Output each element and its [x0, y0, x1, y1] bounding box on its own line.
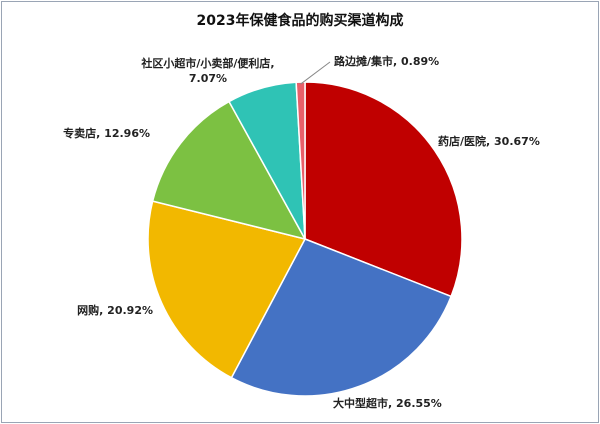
data-label: 社区小超市/小卖部/便利店, 7.07% — [141, 57, 275, 85]
data-label: 网购, 20.92% — [77, 304, 153, 317]
pie-slice — [295, 81, 306, 240]
pie-slice — [304, 81, 463, 298]
data-label: 路边摊/集市, 0.89% — [334, 55, 440, 68]
data-label: 专卖店, 12.96% — [63, 127, 150, 140]
leader-line — [300, 61, 331, 85]
data-label: 药店/医院, 30.67% — [438, 135, 540, 148]
pie-slice — [147, 200, 307, 379]
data-label: 大中型超市, 26.55% — [333, 397, 442, 410]
pie-slice — [230, 238, 453, 397]
pie-slice — [151, 100, 307, 241]
chart-title: 2023年保健食品的购买渠道构成 — [196, 13, 404, 29]
